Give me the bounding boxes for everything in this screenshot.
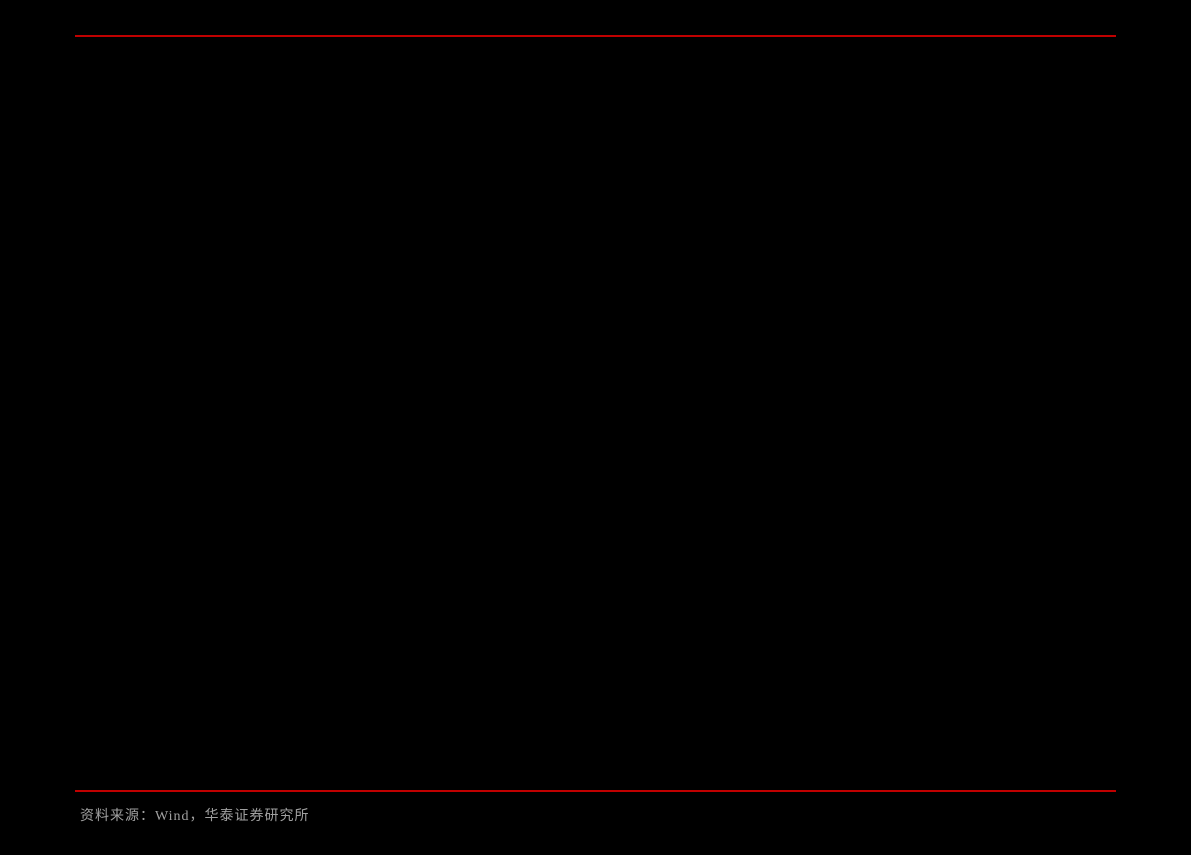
top-rule	[75, 35, 1116, 37]
bottom-rule	[75, 790, 1116, 792]
source-citation: 资料来源：Wind，华泰证券研究所	[80, 805, 310, 825]
